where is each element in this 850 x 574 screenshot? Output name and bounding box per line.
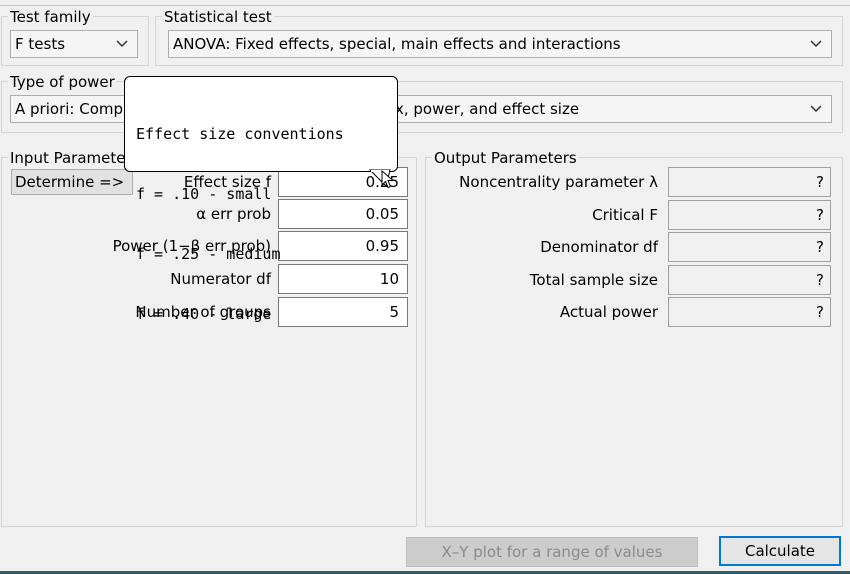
statistical-test-dropdown[interactable]: ANOVA: Fixed effects, special, main effe…	[168, 30, 832, 58]
output-parameters-group	[425, 157, 843, 527]
tooltip-heading: Effect size conventions	[136, 125, 344, 143]
effect-size-label: Effect size f	[183, 173, 271, 191]
noncentrality-output: ?	[668, 167, 831, 197]
actual-power-output: ?	[668, 297, 831, 327]
cursor-icon	[381, 170, 395, 189]
total-sample-output: ?	[668, 265, 831, 295]
statistical-test-title: Statistical test	[162, 8, 274, 26]
top-divider	[0, 0, 850, 6]
xy-plot-button[interactable]: X–Y plot for a range of values	[406, 537, 698, 567]
power-analysis-value-left: A priori: Comp	[15, 100, 124, 118]
statistical-test-value: ANOVA: Fixed effects, special, main effe…	[173, 35, 621, 53]
critical-f-label: Critical F	[592, 206, 658, 224]
input-parameters-title: Input Paramete	[8, 149, 128, 167]
test-family-title: Test family	[8, 8, 93, 26]
power-input[interactable]: 0.95	[278, 231, 408, 261]
test-family-dropdown[interactable]: F tests	[10, 30, 138, 58]
statistical-test-group	[155, 16, 843, 66]
total-sample-label: Total sample size	[529, 271, 658, 289]
noncentrality-label: Noncentrality parameter λ	[459, 173, 658, 191]
tooltip-line-small: f = .10 - small	[136, 185, 272, 203]
critical-f-output: ?	[668, 200, 831, 230]
power-label: Power (1−β err prob)	[112, 237, 271, 255]
groups-input[interactable]: 5	[278, 297, 408, 327]
chevron-down-icon	[810, 40, 822, 48]
alpha-input[interactable]: 0.05	[278, 199, 408, 229]
determine-button[interactable]: Determine =>	[11, 169, 133, 195]
power-analysis-group	[1, 81, 843, 133]
calculate-button[interactable]: Calculate	[719, 536, 841, 566]
power-analysis-value-right: x, power, and effect size	[395, 100, 580, 118]
denominator-df-label: Denominator df	[540, 238, 658, 256]
test-family-value: F tests	[15, 35, 66, 53]
window-bottom-edge	[0, 571, 850, 574]
effect-size-tooltip: Effect size conventions f = .10 - small …	[124, 76, 398, 323]
chevron-down-icon	[116, 40, 128, 48]
numerator-df-input[interactable]: 10	[278, 264, 408, 294]
tooltip-line-large: f = .40 - large	[136, 305, 272, 323]
numerator-df-label: Numerator df	[170, 270, 271, 288]
denominator-df-output: ?	[668, 232, 831, 262]
alpha-label: α err prob	[196, 205, 271, 223]
chevron-down-icon	[810, 105, 822, 113]
output-parameters-title: Output Parameters	[432, 149, 579, 167]
groups-label: Number of groups	[135, 303, 271, 321]
power-analysis-title: Type of power	[8, 73, 117, 91]
tooltip-line-medium: f = .25 - medium	[136, 245, 281, 263]
actual-power-label: Actual power	[559, 303, 658, 321]
